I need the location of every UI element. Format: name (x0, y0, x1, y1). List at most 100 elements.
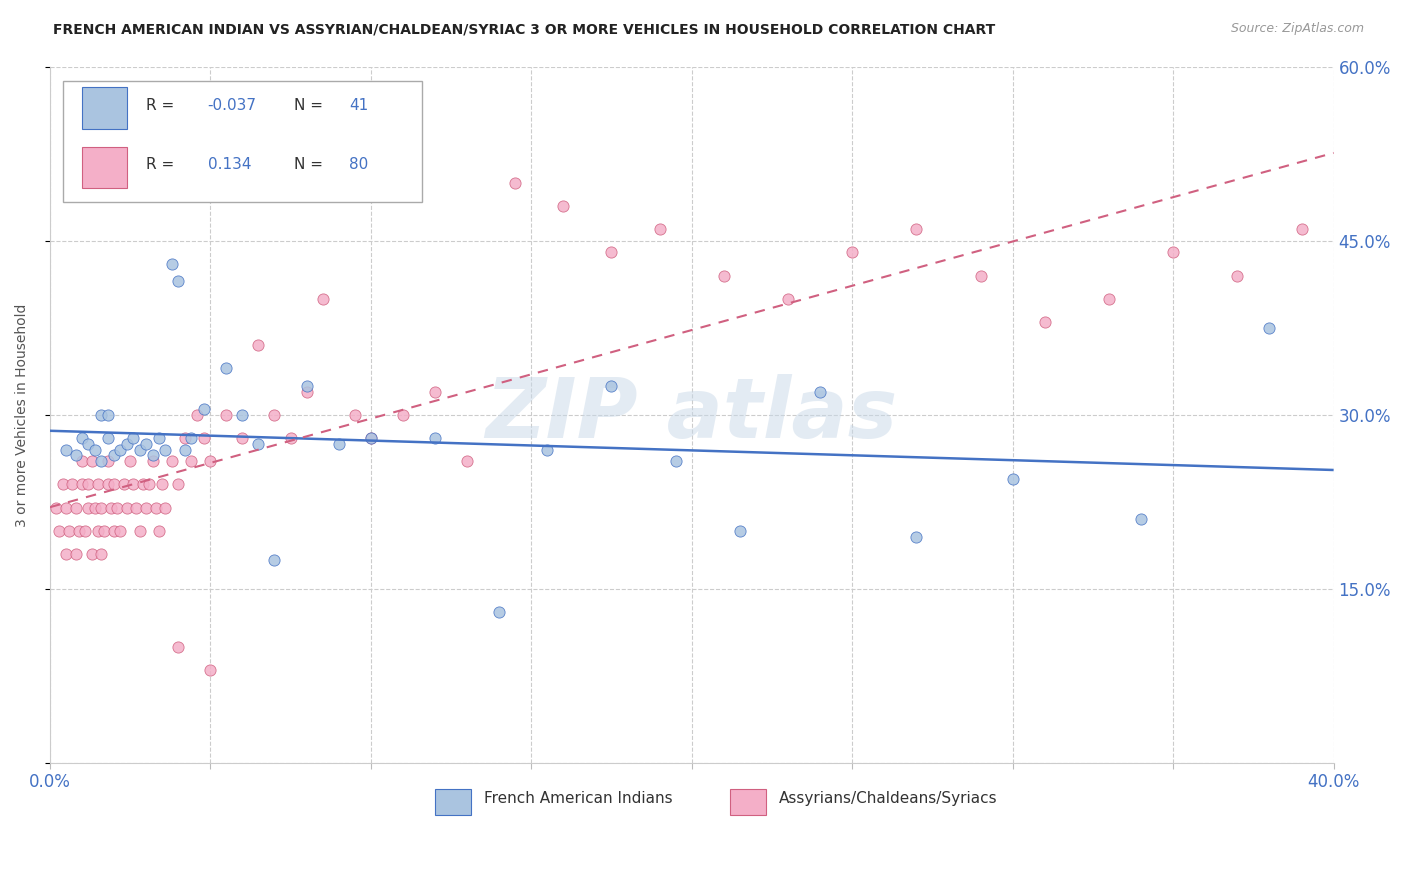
Text: N =: N = (294, 157, 328, 172)
Point (103, 449, 125, 463)
Point (80, 454, 103, 468)
Point (247, 437, 270, 451)
Text: 0.134: 0.134 (208, 157, 252, 172)
Point (45, 500, 67, 515)
Point (215, 361, 238, 376)
Point (105, 500, 128, 515)
Point (1098, 292, 1121, 306)
Bar (434, 789, 471, 815)
Point (120, 454, 142, 468)
Point (155, 442, 177, 457)
Point (193, 402, 215, 417)
Point (488, 605, 510, 619)
Point (215, 408, 238, 422)
Point (423, 431, 446, 445)
Point (173, 442, 195, 457)
Point (328, 437, 350, 451)
Point (1226, 268, 1249, 283)
Point (969, 268, 991, 283)
Point (125, 500, 148, 515)
Point (52, 477, 75, 491)
Point (48, 524, 70, 538)
Point (648, 222, 671, 236)
Point (83, 442, 105, 457)
Point (150, 477, 173, 491)
Text: -0.037: -0.037 (208, 98, 257, 113)
Point (343, 408, 366, 422)
Point (141, 454, 163, 468)
Point (97, 477, 120, 491)
Point (167, 640, 190, 654)
Point (536, 442, 558, 457)
Text: R =: R = (146, 157, 179, 172)
Point (263, 553, 285, 567)
Point (180, 454, 202, 468)
Point (90, 454, 112, 468)
Point (60, 477, 83, 491)
Point (247, 338, 270, 352)
Point (65, 449, 87, 463)
Point (905, 222, 928, 236)
Point (148, 431, 170, 445)
Point (200, 663, 222, 677)
Point (173, 431, 195, 445)
Point (87, 524, 110, 538)
Point (776, 292, 799, 306)
Point (600, 379, 623, 393)
Text: R =: R = (146, 98, 179, 113)
Point (70, 454, 93, 468)
Point (392, 408, 415, 422)
Point (115, 437, 138, 451)
Text: Assyrians/Chaldeans/Syriacs: Assyrians/Chaldeans/Syriacs (779, 791, 998, 805)
FancyBboxPatch shape (63, 80, 422, 202)
Point (295, 379, 318, 393)
Point (423, 384, 446, 399)
Point (280, 431, 302, 445)
Point (135, 500, 157, 515)
Point (167, 274, 190, 288)
Point (93, 524, 115, 538)
Point (87, 477, 110, 491)
Point (65, 500, 87, 515)
Point (112, 477, 135, 491)
Point (67, 524, 90, 538)
Point (1033, 315, 1056, 329)
Point (1161, 245, 1184, 260)
Point (90, 500, 112, 515)
Point (80, 547, 103, 561)
Bar (730, 789, 766, 815)
Point (141, 449, 163, 463)
Point (1001, 472, 1024, 486)
Point (97, 408, 120, 422)
Y-axis label: 3 or more Vehicles in Household: 3 or more Vehicles in Household (15, 303, 30, 526)
Point (148, 524, 170, 538)
Point (1258, 320, 1281, 334)
Point (103, 477, 125, 491)
Point (186, 408, 208, 422)
Point (77, 500, 100, 515)
Point (295, 384, 318, 399)
Point (122, 431, 145, 445)
Point (77, 477, 100, 491)
Point (90, 547, 112, 561)
Point (167, 477, 190, 491)
Text: ZIP atlas: ZIP atlas (485, 375, 898, 455)
Bar (82, 87, 127, 129)
Text: FRENCH AMERICAN INDIAN VS ASSYRIAN/CHALDEAN/SYRIAC 3 OR MORE VEHICLES IN HOUSEHO: FRENCH AMERICAN INDIAN VS ASSYRIAN/CHALD… (53, 22, 995, 37)
Text: 80: 80 (349, 157, 368, 172)
Point (75, 524, 97, 538)
Point (115, 500, 138, 515)
Text: French American Indians: French American Indians (484, 791, 672, 805)
Point (97, 454, 120, 468)
Point (263, 408, 285, 422)
Point (360, 431, 382, 445)
Point (665, 454, 688, 468)
Point (155, 500, 177, 515)
Point (55, 442, 77, 457)
Point (841, 245, 863, 260)
Point (160, 454, 183, 468)
Point (1291, 222, 1313, 236)
Point (311, 292, 333, 306)
Point (713, 268, 735, 283)
Point (231, 431, 253, 445)
